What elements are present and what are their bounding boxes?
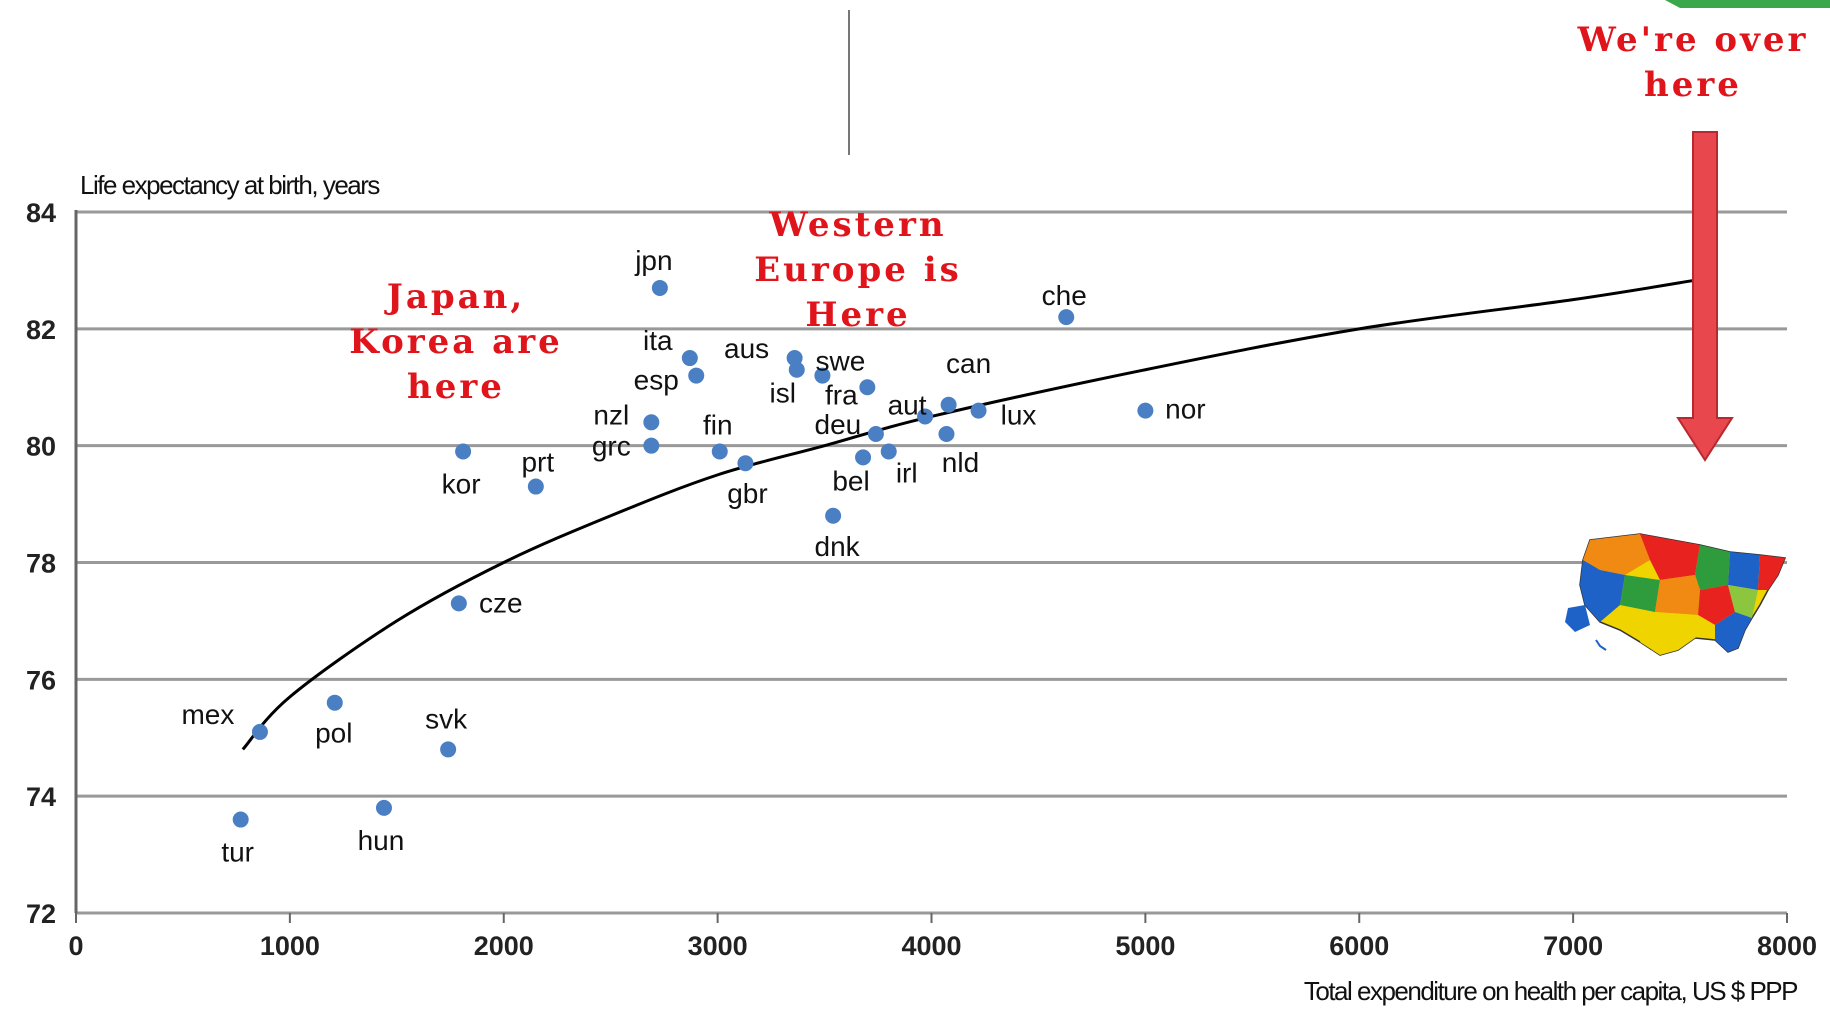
point-label-svk: svk [425, 703, 468, 734]
point-label-grc: grc [592, 431, 631, 462]
point-label-fin: fin [703, 410, 733, 441]
point-label-kor: kor [442, 469, 481, 500]
point-label-bel: bel [832, 465, 869, 496]
callout-us-line1: We're over [1577, 20, 1809, 60]
point-label-prt: prt [521, 447, 554, 478]
point-label-ita: ita [643, 325, 673, 356]
point-label-irl: irl [896, 458, 918, 489]
point-label-gbr: gbr [727, 478, 767, 509]
callout-japan-line1: Japan, [384, 277, 525, 317]
point-label-dnk: dnk [815, 531, 861, 562]
callout-europe-line1: Western [768, 205, 946, 245]
point-label-cze: cze [479, 587, 523, 618]
trend-line [241, 277, 1702, 751]
data-points [232, 279, 1154, 828]
point-label-swe: swe [816, 346, 866, 377]
y-tick-label-82: 82 [26, 315, 56, 345]
x-tick-label-8000: 8000 [1757, 931, 1817, 961]
callout-japan-line3: here [407, 367, 505, 407]
gridlines [76, 210, 1787, 915]
callout-us: We're over here [1577, 20, 1809, 105]
x-tick-label-3000: 3000 [688, 931, 748, 961]
point-label-esp: esp [634, 365, 679, 396]
point-fin [711, 443, 728, 460]
y-tick-label-84: 84 [26, 198, 56, 228]
point-lux [970, 402, 987, 419]
point-dnk [825, 507, 842, 524]
point-label-deu: deu [815, 409, 862, 440]
point-nzl [643, 414, 660, 431]
point-cze [450, 595, 467, 612]
point-label-che: che [1042, 280, 1087, 311]
x-tick-label-6000: 6000 [1329, 931, 1389, 961]
point-label-jpn: jpn [634, 245, 672, 276]
point-hun [375, 799, 392, 816]
point-label-nld: nld [942, 447, 979, 478]
point-label-fra: fra [825, 379, 858, 410]
x-tick-label-0: 0 [68, 931, 83, 961]
point-tur [232, 811, 249, 828]
point-gbr [737, 455, 754, 472]
point-che [1058, 309, 1075, 326]
point-label-nzl: nzl [593, 399, 629, 430]
point-isl [788, 361, 805, 378]
axes [74, 210, 1788, 923]
callout-europe-line3: Here [805, 295, 910, 335]
point-fra [859, 379, 876, 396]
point-label-nor: nor [1165, 394, 1205, 425]
point-label-isl: isl [770, 378, 796, 409]
point-label-can: can [946, 348, 991, 379]
x-tick-label-1000: 1000 [260, 931, 320, 961]
point-label-pol: pol [315, 718, 352, 749]
y-axis-title: Life expectancy at birth, years [80, 170, 380, 200]
point-mex [251, 723, 268, 740]
x-tick-labels: 0 1000 2000 3000 4000 5000 6000 7000 8000 [68, 931, 1817, 961]
y-tick-label-80: 80 [26, 432, 56, 462]
x-tick-label-4000: 4000 [901, 931, 961, 961]
point-grc [643, 437, 660, 454]
y-tick-label-76: 76 [26, 665, 56, 695]
point-swe [814, 367, 831, 384]
y-tick-labels: 72 74 76 78 80 82 84 [26, 198, 56, 929]
y-tick-label-78: 78 [26, 549, 56, 579]
callout-europe-line2: Europe is [754, 250, 962, 290]
point-svk [440, 741, 457, 758]
point-label-aus: aus [724, 333, 769, 364]
point-nld [938, 425, 955, 442]
point-label-lux: lux [1001, 400, 1037, 431]
callout-japan-line2: Korea are [349, 322, 562, 362]
point-ita [681, 350, 698, 367]
usa-map-icon [1565, 533, 1787, 656]
down-arrow-icon [1676, 131, 1734, 462]
x-tick-label-7000: 7000 [1543, 931, 1603, 961]
point-label-tur: tur [221, 837, 254, 868]
point-jpn [651, 279, 668, 296]
point-label-hun: hun [358, 825, 405, 856]
x-axis-title: Total expenditure on health per capita, … [1304, 976, 1797, 1006]
point-label-aut: aut [888, 389, 927, 420]
point-aut [917, 408, 934, 425]
corner-accent [1665, 0, 1830, 8]
y-tick-label-74: 74 [26, 782, 56, 812]
point-can [940, 396, 957, 413]
point-kor [455, 443, 472, 460]
point-prt [527, 478, 544, 495]
point-deu [867, 425, 884, 442]
callout-us-line2: here [1644, 65, 1742, 105]
point-pol [326, 694, 343, 711]
point-irl [880, 443, 897, 460]
point-nor [1137, 402, 1154, 419]
callout-western-europe: Western Europe is Here [754, 205, 962, 335]
point-esp [688, 367, 705, 384]
callout-japan-korea: Japan, Korea are here [349, 277, 562, 407]
x-tick-label-5000: 5000 [1115, 931, 1175, 961]
y-tick-label-72: 72 [26, 899, 56, 929]
point-bel [855, 449, 872, 466]
point-label-mex: mex [181, 699, 234, 730]
x-tick-label-2000: 2000 [474, 931, 534, 961]
